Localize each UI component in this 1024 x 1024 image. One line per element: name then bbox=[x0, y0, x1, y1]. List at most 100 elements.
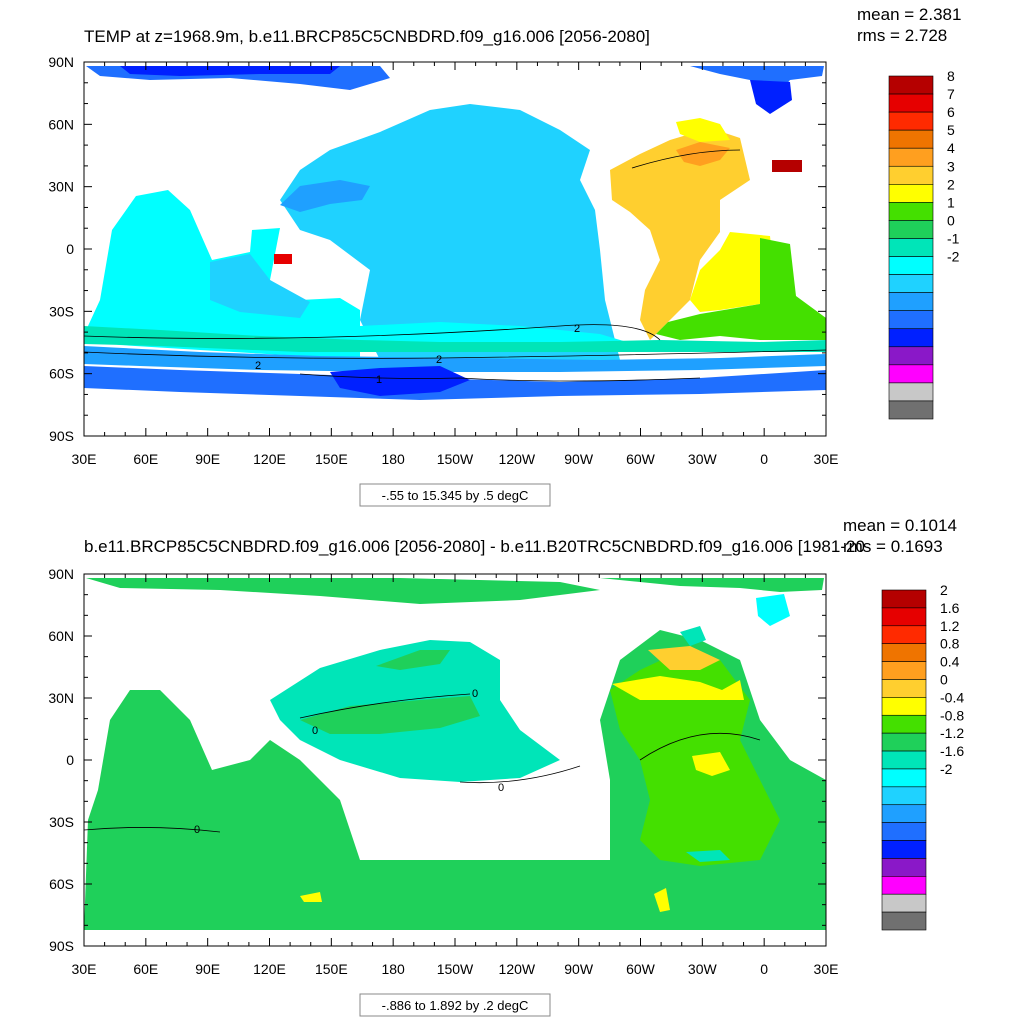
panel-1-contour-label: 2 bbox=[436, 354, 442, 366]
colorbar-label: 7 bbox=[947, 86, 955, 102]
y-tick-label: 90N bbox=[48, 566, 74, 582]
contour-line-0b bbox=[299, 693, 471, 719]
colorbar-label: 1.6 bbox=[940, 600, 960, 616]
panel-2-map bbox=[84, 574, 826, 946]
panel-2-caption: -.886 to 1.892 by .2 degC bbox=[382, 998, 529, 1013]
colorbar-swatch bbox=[888, 382, 934, 402]
colorbar-swatch bbox=[881, 750, 927, 770]
atlantic-cyan-patch bbox=[680, 626, 706, 646]
colorbar-swatch bbox=[888, 75, 934, 95]
colorbar-label: 0.8 bbox=[940, 636, 960, 652]
colorbar-swatch bbox=[881, 858, 927, 877]
colorbar-swatch bbox=[881, 679, 927, 698]
contour-line-2 bbox=[84, 324, 661, 341]
y-tick-label: 60S bbox=[49, 366, 74, 382]
panel-2-rms: rms = 0.1693 bbox=[843, 537, 943, 556]
x-tick-label: 90E bbox=[195, 451, 220, 467]
x-tick-label: 0 bbox=[760, 961, 768, 977]
x-tick-label: 30W bbox=[688, 961, 718, 977]
atlantic-ocean-field bbox=[610, 128, 750, 340]
arctic-ocean-east-field bbox=[690, 66, 824, 92]
y-tick-label: 60S bbox=[49, 876, 74, 892]
x-tick-label: 60W bbox=[626, 451, 656, 467]
colorbar-swatch bbox=[881, 589, 927, 609]
colorbar-label: 0 bbox=[947, 212, 955, 228]
panel-2-title: b.e11.BRCP85C5CNBDRD.f09_g16.006 [2056-2… bbox=[84, 537, 865, 556]
colorbar-label: 2 bbox=[947, 176, 955, 192]
x-tick-label: 150W bbox=[437, 961, 474, 977]
panel-2-y-axis: 90N 60N 30N 0 30S 60S 90S bbox=[48, 566, 826, 954]
panel-1-x-axis: 30E 60E 90E 120E 150E 180 150W 120W 90W 60W 30W 0 30… bbox=[72, 62, 839, 467]
colorbar-label: 3 bbox=[947, 158, 955, 174]
southern-ocean-yellow-2 bbox=[300, 892, 322, 902]
colorbar-swatch bbox=[888, 364, 934, 384]
x-tick-label: 30E bbox=[814, 451, 839, 467]
panel-1-caption-box bbox=[359, 483, 551, 507]
colorbar-label: -1 bbox=[947, 230, 960, 246]
arctic-ocean-east-field bbox=[600, 578, 824, 592]
atlantic-subtropic-field bbox=[612, 676, 744, 700]
x-tick-label: 90W bbox=[564, 451, 594, 467]
colorbar-label: -1.2 bbox=[940, 725, 964, 741]
colorbar-swatch bbox=[881, 768, 927, 788]
arctic-ocean-field bbox=[86, 578, 600, 604]
y-tick-label: 60N bbox=[48, 628, 74, 644]
colorbar-label: 1 bbox=[947, 194, 955, 210]
colorbar-swatch bbox=[888, 220, 934, 239]
arctic-cyan-spot bbox=[756, 594, 790, 626]
x-tick-label: 60E bbox=[133, 961, 158, 977]
x-tick-label: 90W bbox=[564, 961, 594, 977]
colorbar-label: 0.4 bbox=[940, 654, 960, 670]
x-tick-label: 150E bbox=[315, 451, 348, 467]
panel-1-caption: -.55 to 15.345 by .5 degC bbox=[382, 488, 529, 503]
y-tick-label: 0 bbox=[66, 752, 74, 768]
arctic-ocean-east-deep-field bbox=[750, 80, 792, 114]
panel-1-map bbox=[84, 62, 826, 436]
x-tick-label: 0 bbox=[760, 451, 768, 467]
panel-2-contour-label: 0 bbox=[194, 824, 200, 836]
colorbar-swatch bbox=[888, 111, 934, 131]
contour-line-1 bbox=[299, 373, 701, 382]
panel-1-y-axis: 90N 60N 30N 0 30S 60S 90S bbox=[48, 54, 826, 444]
colorbar-swatch bbox=[881, 876, 927, 895]
colorbar-swatch bbox=[888, 292, 934, 311]
panel-1-title: TEMP at z=1968.9m, b.e11.BRCP85C5CNBDRD.… bbox=[84, 27, 650, 46]
x-tick-label: 30W bbox=[688, 451, 718, 467]
panel-1-contour-label: 2 bbox=[574, 323, 580, 335]
colorbar-swatch bbox=[888, 256, 934, 275]
colorbar-swatch bbox=[888, 184, 934, 203]
colorbar-swatch bbox=[888, 274, 934, 293]
colorbar-swatch bbox=[888, 147, 934, 167]
colorbar-swatch bbox=[881, 822, 927, 841]
colorbar-swatch bbox=[881, 643, 927, 662]
x-tick-label: 90E bbox=[195, 961, 220, 977]
atlantic-subpolar-field bbox=[676, 142, 730, 166]
colorbar-label: -2 bbox=[940, 761, 953, 777]
panel-1-rms: rms = 2.728 bbox=[857, 26, 947, 45]
southern-ocean-band-1 bbox=[84, 326, 826, 352]
colorbar-swatch bbox=[888, 129, 934, 149]
pacific-ocean-north-field bbox=[280, 180, 370, 212]
colorbar-swatch bbox=[881, 911, 927, 931]
colorbar-swatch bbox=[888, 310, 934, 330]
colorbar-label: -0.4 bbox=[940, 689, 964, 705]
contour-line-0 bbox=[84, 827, 221, 833]
x-tick-label: 30E bbox=[814, 961, 839, 977]
atlantic-south-field bbox=[690, 232, 776, 312]
colorbar-label: 2 bbox=[940, 582, 948, 598]
contour-line-atlantic bbox=[631, 149, 741, 169]
colorbar-swatch bbox=[888, 165, 934, 185]
x-tick-label: 180 bbox=[381, 961, 405, 977]
warm-spot-indonesia bbox=[274, 254, 292, 264]
colorbar-swatch bbox=[888, 202, 934, 221]
arctic-ocean-deep-field bbox=[120, 66, 340, 76]
colorbar-label: 4 bbox=[947, 140, 955, 156]
southern-ocean-cyan bbox=[686, 850, 730, 862]
southern-ocean-yellow bbox=[654, 888, 670, 912]
x-tick-label: 150E bbox=[315, 961, 348, 977]
x-tick-label: 30E bbox=[72, 451, 97, 467]
colorbar-swatch bbox=[888, 328, 934, 348]
pacific-green-patch bbox=[300, 696, 480, 734]
y-tick-label: 30S bbox=[49, 303, 74, 319]
